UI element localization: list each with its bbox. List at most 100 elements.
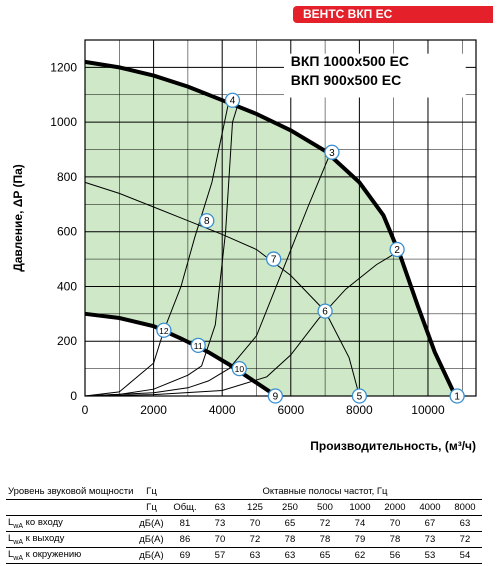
decline-curve [84,181,360,397]
operating-point-label: 3 [329,148,335,159]
system-curve [84,247,405,397]
operating-point [449,388,465,404]
x-tick-label: 8000 [346,403,373,417]
sound-table-header-row: Уровень звуковой мощности Гц Октавные по… [6,484,483,500]
operating-point-label: 11 [194,341,203,351]
max-speed-curve [84,59,458,397]
x-tick-label: 0 [82,403,89,417]
min-speed-curve [84,311,277,398]
sound-value-cell: 79 [342,531,378,548]
sound-value-cell: 67 [412,515,448,532]
y-tick-label: 800 [57,170,77,184]
sound-table-columns-row: Гц Общ. 63 125 250 500 1000 2000 4000 8000 [6,499,483,516]
x-tick-label: 2000 [140,403,167,417]
operating-point [156,322,172,338]
octave-column-header: Общ. [167,499,203,516]
operating-point-label: 4 [230,96,236,107]
y-tick-label: 400 [57,279,77,293]
operating-point-label: 1 [454,392,460,403]
sound-row-label: LwA к окружению [6,547,136,564]
octave-column-header: 2000 [377,499,413,516]
sound-value-cell: 63 [237,547,273,564]
sound-value-cell: 74 [342,515,378,532]
operating-point [190,337,206,353]
octave-column-header: 4000 [412,499,448,516]
legend-box [283,53,466,98]
sound-value-cell: 72 [237,531,273,548]
octave-column-header: 250 [272,499,308,516]
sound-power-table: Уровень звуковой мощности Гц Октавные по… [6,484,483,564]
octave-header: Октавные полосы частот, Гц [167,484,483,500]
sound-value-cell: 72 [307,515,343,532]
sound-value-cell: 73 [412,531,448,548]
sound-value-cell: 73 [202,515,238,532]
operating-point-label: 5 [357,392,363,403]
octave-column-header: 125 [237,499,273,516]
sound-value-cell: 56 [377,547,413,564]
sound-value-cell: 70 [377,515,413,532]
operating-point [199,213,215,229]
sound-value-cell: 62 [342,547,378,564]
sound-row-unit: дБ(А) [135,531,168,548]
sound-value-cell: 81 [167,515,203,532]
y-tick-label: 0 [70,389,77,403]
operating-point-label: 6 [322,307,328,318]
sound-value-cell: 70 [202,531,238,548]
operating-point-label: 2 [394,245,400,256]
sound-value-cell: 63 [447,515,483,532]
legend-entry: ВКП 900х500 ЕС [291,72,401,88]
sound-value-cell: 63 [272,547,308,564]
sound-value-cell: 78 [272,531,308,548]
system-curve [84,149,333,397]
legend-entry: ВКП 1000х500 ЕС [291,53,409,69]
sound-row-unit: дБ(А) [135,515,168,532]
sound-value-cell: 78 [307,531,343,548]
y-tick-label: 1000 [50,115,77,129]
operating-point [224,92,241,108]
x-tick-label: 10000 [411,403,445,417]
sound-value-cell: 86 [167,531,203,548]
operating-area [85,61,456,397]
y-tick-label: 200 [57,334,77,348]
y-tick-label: 600 [57,225,77,239]
operating-point [351,388,368,404]
octave-column-header: 63 [202,499,238,516]
sound-table-unit-cell: Гц [135,499,168,516]
sound-row-label: LwA к выходу [6,531,136,548]
sound-table-row: LwA к окружению дБ(А) 69 57 63 63 65 62 56 53 54 [6,547,483,564]
y-axis-label: Давление, ΔP (Па) [11,164,25,272]
sound-value-cell: 78 [377,531,413,548]
y-tick-label: 1200 [50,60,77,74]
sound-value-cell: 72 [447,531,483,548]
operating-point [324,144,340,160]
operating-point [267,388,284,404]
operating-point [265,251,282,267]
octave-column-header: 500 [307,499,343,516]
system-curve [84,100,240,397]
sound-value-cell: 65 [272,515,308,532]
operating-point-label: 9 [273,392,279,403]
x-tick-label: 4000 [209,403,236,417]
sound-row-unit: дБ(А) [135,547,168,564]
series-badge: ВЕНТС ВКП ЕС [293,6,493,23]
operating-point-label: 7 [271,255,277,266]
sound-value-cell: 54 [447,547,483,564]
sound-value-cell: 53 [412,547,448,564]
octave-column-header: 1000 [342,499,378,516]
sound-table-row: LwA ко входу дБ(А) 81 73 70 65 72 74 70 67 63 [6,515,483,532]
operating-point [389,241,405,258]
sound-value-cell: 69 [167,547,203,564]
operating-point [231,360,247,377]
sound-value-cell: 70 [237,515,273,532]
operating-point-label: 10 [235,364,245,374]
x-tick-label: 6000 [277,403,304,417]
operating-point-label: 8 [204,216,210,227]
sound-table-empty-cell [6,499,136,516]
sound-table-title: Уровень звуковой мощности [6,484,136,500]
operating-point [317,303,333,319]
system-curve [84,100,230,397]
sound-value-cell: 57 [202,547,238,564]
operating-point-label: 12 [159,326,169,336]
x-axis-label: Производительность, (м³/ч) [310,439,476,453]
